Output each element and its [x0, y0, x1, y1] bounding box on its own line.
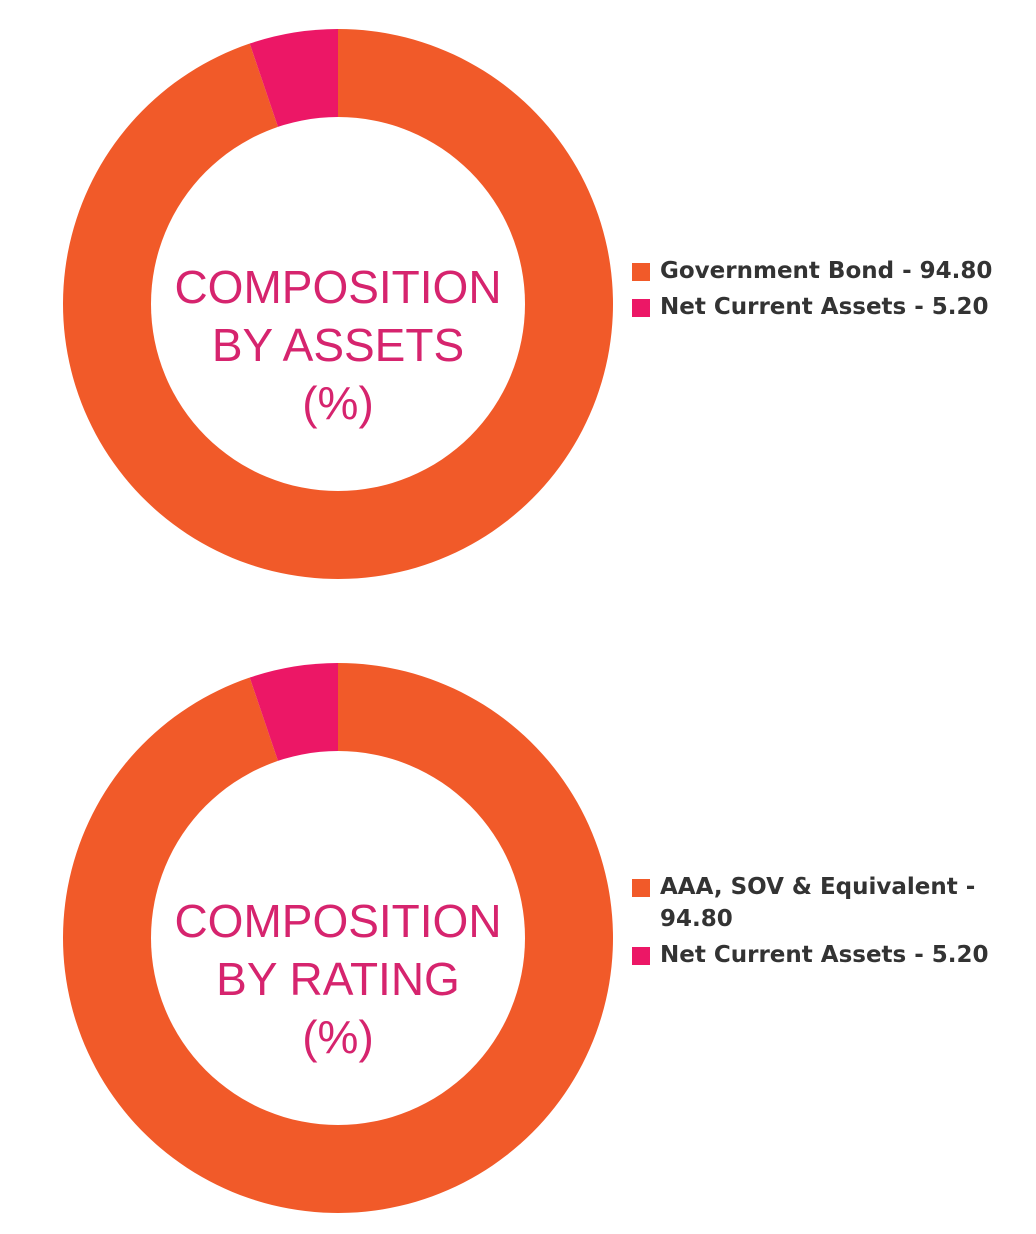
- assets-donut: [62, 29, 613, 579]
- assets-chart: COMPOSITION BY ASSETS (%) Government Bon…: [0, 0, 1036, 600]
- legend-label: AAA, SOV & Equivalent - 94.80: [660, 874, 976, 932]
- legend-item: Net Current Assets - 5.20: [632, 939, 1012, 971]
- legend-item: AAA, SOV & Equivalent - 94.80: [632, 871, 1012, 935]
- rating-title-line-3: (%): [302, 1011, 374, 1063]
- legend-swatch: [632, 879, 650, 897]
- assets-title-line-1: COMPOSITION: [174, 261, 502, 313]
- assets-donut-hole: [151, 117, 525, 491]
- legend-item: Government Bond - 94.80: [632, 255, 1012, 287]
- legend-label: Net Current Assets - 5.20: [660, 294, 989, 320]
- legend-label: Government Bond - 94.80: [660, 258, 993, 284]
- rating-title-line-2: BY RATING: [216, 953, 460, 1005]
- legend-label: Net Current Assets - 5.20: [660, 942, 989, 968]
- legend-swatch: [632, 299, 650, 317]
- legend-item: Net Current Assets - 5.20: [632, 291, 1012, 323]
- rating-center-title: COMPOSITION BY RATING (%): [128, 892, 548, 1066]
- rating-chart: COMPOSITION BY RATING (%) AAA, SOV & Equ…: [0, 634, 1036, 1234]
- assets-center-title: COMPOSITION BY ASSETS (%): [128, 258, 548, 432]
- assets-title-line-3: (%): [302, 377, 374, 429]
- assets-legend: Government Bond - 94.80 Net Current Asse…: [632, 255, 1012, 327]
- rating-title-line-1: COMPOSITION: [174, 895, 502, 947]
- assets-title-line-2: BY ASSETS: [211, 319, 465, 371]
- legend-swatch: [632, 263, 650, 281]
- rating-donut-hole: [151, 751, 525, 1125]
- rating-legend: AAA, SOV & Equivalent - 94.80 Net Curren…: [632, 871, 1012, 975]
- legend-swatch: [632, 947, 650, 965]
- rating-donut: [62, 663, 613, 1213]
